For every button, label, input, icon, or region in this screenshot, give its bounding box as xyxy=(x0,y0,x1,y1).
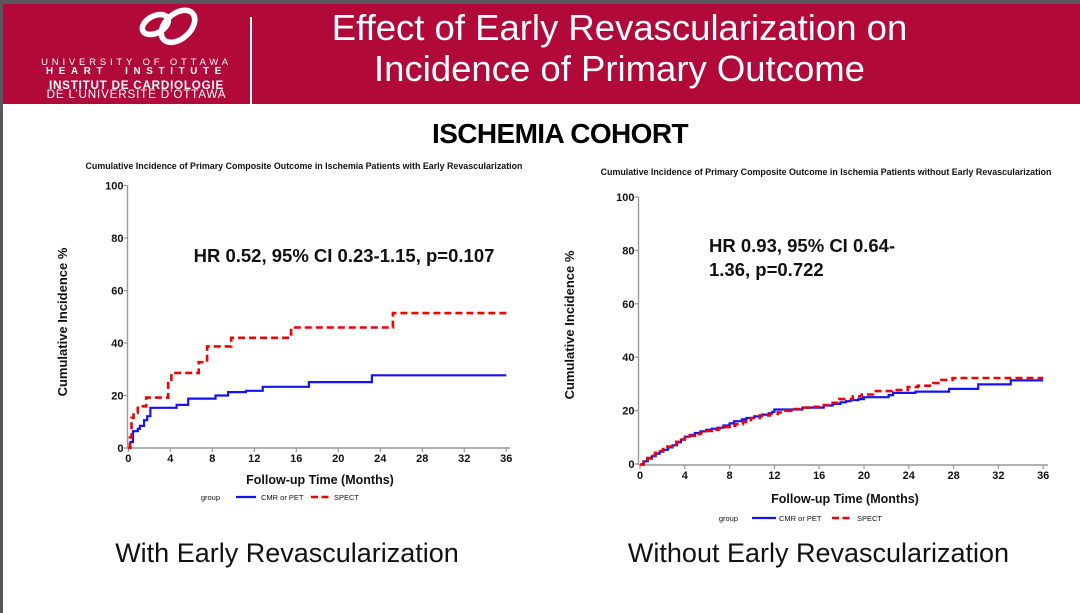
svg-text:28: 28 xyxy=(416,453,428,465)
svg-text:60: 60 xyxy=(622,299,634,311)
svg-text:36: 36 xyxy=(500,453,512,465)
svg-text:40: 40 xyxy=(622,352,634,364)
svg-text:0: 0 xyxy=(628,459,634,471)
svg-text:4: 4 xyxy=(167,453,174,465)
svg-text:0: 0 xyxy=(125,453,131,465)
svg-text:0: 0 xyxy=(637,470,643,482)
svg-text:group: group xyxy=(719,514,738,523)
svg-text:32: 32 xyxy=(992,470,1004,482)
svg-text:20: 20 xyxy=(111,391,123,403)
svg-text:12: 12 xyxy=(768,470,780,482)
svg-text:100: 100 xyxy=(105,181,123,193)
svg-text:1.36, p=0.722: 1.36, p=0.722 xyxy=(709,259,824,280)
svg-text:8: 8 xyxy=(727,470,733,482)
svg-text:16: 16 xyxy=(813,470,825,482)
svg-text:Follow-up Time (Months): Follow-up Time (Months) xyxy=(246,473,394,487)
svg-text:20: 20 xyxy=(622,406,634,418)
svg-text:100: 100 xyxy=(616,192,634,204)
svg-text:Cumulative Incidence %: Cumulative Incidence % xyxy=(55,247,70,396)
svg-text:Follow-up Time (Months): Follow-up Time (Months) xyxy=(771,492,919,506)
svg-text:24: 24 xyxy=(903,470,916,482)
svg-text:16: 16 xyxy=(290,453,302,465)
svg-text:0: 0 xyxy=(117,443,123,455)
svg-text:Cumulative Incidence of Primar: Cumulative Incidence of Primary Composit… xyxy=(601,167,1052,177)
svg-text:HR 0.52, 95% CI 0.23-1.15, p=0: HR 0.52, 95% CI 0.23-1.15, p=0.107 xyxy=(194,245,495,266)
svg-text:60: 60 xyxy=(111,286,123,298)
svg-text:8: 8 xyxy=(209,453,215,465)
svg-text:SPECT: SPECT xyxy=(857,514,882,523)
svg-text:Cumulative Incidence of Primar: Cumulative Incidence of Primary Composit… xyxy=(86,161,523,171)
svg-text:80: 80 xyxy=(622,245,634,257)
svg-text:group: group xyxy=(201,493,220,502)
svg-text:24: 24 xyxy=(374,453,387,465)
svg-text:CMR or PET: CMR or PET xyxy=(261,493,304,502)
svg-text:20: 20 xyxy=(332,453,344,465)
svg-text:36: 36 xyxy=(1037,470,1049,482)
svg-text:SPECT: SPECT xyxy=(334,493,359,502)
svg-text:80: 80 xyxy=(111,233,123,245)
svg-text:28: 28 xyxy=(947,470,959,482)
svg-text:12: 12 xyxy=(248,453,260,465)
svg-text:20: 20 xyxy=(858,470,870,482)
svg-text:32: 32 xyxy=(458,453,470,465)
svg-text:4: 4 xyxy=(682,470,689,482)
svg-text:CMR or PET: CMR or PET xyxy=(779,514,822,523)
svg-text:HR 0.93, 95% CI 0.64-: HR 0.93, 95% CI 0.64- xyxy=(709,235,895,256)
svg-text:40: 40 xyxy=(111,338,123,350)
svg-text:Cumulative Incidence %: Cumulative Incidence % xyxy=(562,250,577,399)
